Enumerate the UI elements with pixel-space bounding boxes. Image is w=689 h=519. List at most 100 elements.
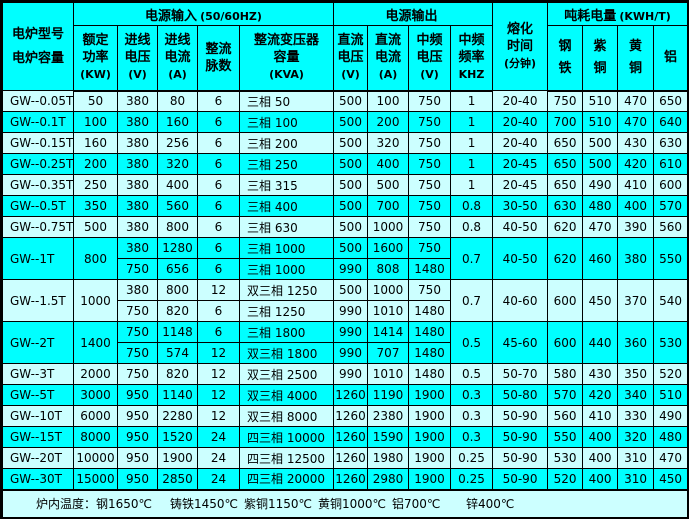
cell-consumption-steel-iron: 650 [547, 132, 584, 154]
cell-dc-current: 700 [367, 195, 409, 217]
cell-dc-current: 707 [367, 342, 409, 364]
cell-line-voltage: 950 [117, 447, 158, 469]
cell-consumption-aluminum: 480 [653, 426, 689, 448]
table-row: GW--10T 6000 950 2280 12 双三相 8000 1260 2380 1900… [2, 405, 689, 427]
cell-consumption-copper: 460 [582, 237, 619, 280]
group-subtitle: (KWH/T) [619, 9, 671, 23]
cell-rated-power: 50 [73, 90, 118, 112]
cell-rectifier-pulses: 6 [197, 195, 240, 217]
cell-rated-power: 350 [73, 195, 118, 217]
header-rated-power: 额定 功率 (KW) [73, 25, 118, 92]
header-line: 直流 [337, 33, 364, 49]
cell-dc-voltage: 500 [333, 279, 368, 301]
header-brass: 黄铜 [617, 25, 655, 92]
cell-rectifier-pulses: 6 [197, 90, 240, 112]
cell-line-current: 656 [157, 258, 198, 280]
cell-consumption-copper: 450 [582, 279, 619, 322]
cell-consumption-brass: 400 [617, 195, 655, 217]
cell-dc-voltage: 990 [333, 321, 368, 343]
cell-consumption-steel-iron: 750 [547, 90, 584, 112]
table-row: GW--0.75T 500 380 800 6 三相 630 500 1000 750 0.8 40… [2, 216, 689, 238]
cell-rectifier-pulses: 6 [197, 321, 240, 343]
cell-mf-voltage: 750 [408, 237, 451, 259]
cell-transformer-capacity: 双三相 1250 [239, 279, 334, 301]
cell-mf-frequency: 0.3 [449, 384, 494, 406]
header-line-current: 进线 电流 (A) [157, 25, 198, 92]
header-melting-time: 熔化 时间 (分钟) [492, 2, 549, 91]
cell-transformer-capacity: 双三相 2500 [239, 363, 334, 385]
cell-dc-current: 100 [367, 90, 409, 112]
cell-line-voltage: 750 [117, 321, 158, 343]
header-line: 电炉型号 [11, 26, 64, 42]
cell-consumption-steel-iron: 630 [547, 195, 584, 217]
cell-line-current: 1148 [157, 321, 198, 343]
cell-consumption-steel-iron: 570 [547, 384, 584, 406]
cell-dc-voltage: 1260 [333, 426, 368, 448]
cell-dc-voltage: 500 [333, 174, 368, 196]
header-line: (V) [128, 68, 147, 82]
header-line: 电压 [337, 50, 364, 66]
cell-line-current: 80 [157, 90, 198, 112]
cell-mf-voltage: 750 [408, 279, 451, 301]
cell-consumption-brass: 330 [617, 405, 655, 427]
table-row: GW--0.05T 50 380 80 6 三相 50 500 100 750 1 20-40 750… [2, 90, 689, 112]
header-line: 电流 [164, 50, 191, 66]
footer-row: 炉内温度： 钢1650℃ 铸铁1450℃ 紫铜1150℃ 黄铜1000℃ 铝700℃ 锌4… [1, 488, 689, 518]
table-body: GW--0.05T 50 380 80 6 三相 50 500 100 750 1 20-40 750… [2, 90, 689, 490]
cell-mf-frequency: 0.8 [449, 216, 494, 238]
header-line: 电压 [124, 50, 151, 66]
cell-consumption-steel-iron: 650 [547, 153, 584, 175]
cell-rated-power: 10000 [73, 447, 118, 469]
cell-line-current: 800 [157, 216, 198, 238]
table-row: 750 820 6 三相 1250 990 1010 1480 [3, 300, 688, 322]
header-line: 熔化 [507, 22, 534, 37]
cell-transformer-capacity: 三相 50 [239, 90, 334, 112]
cell-rated-power: 6000 [73, 405, 118, 427]
cell-line-voltage: 380 [117, 216, 158, 238]
header-line: 整流 [205, 41, 232, 57]
cell-consumption-copper: 430 [582, 363, 619, 385]
cell-model: GW--2T [2, 321, 74, 364]
header-line: 容量 [273, 50, 300, 66]
header-steel-iron: 钢铁 [547, 25, 584, 92]
cell-dc-current: 1010 [367, 300, 409, 322]
cell-mf-voltage: 1900 [408, 468, 451, 490]
header-columns-row: 额定 功率 (KW) 进线 电压 (V) 进线 电流 (A) 整流 脉数 整流变压器 容量 (KVA) 直流… [3, 25, 689, 92]
header-rectifier-pulses: 整流 脉数 [197, 25, 240, 92]
cell-line-current: 256 [157, 132, 198, 154]
cell-consumption-aluminum: 530 [653, 321, 689, 364]
group-title: 电源输出 [385, 8, 438, 24]
cell-melting-time: 50-90 [492, 426, 549, 448]
cell-dc-voltage: 500 [333, 216, 368, 238]
cell-consumption-aluminum: 630 [653, 132, 689, 154]
cell-model: GW--5T [2, 384, 74, 406]
header-line: 黄 [629, 38, 643, 54]
cell-dc-current: 320 [367, 132, 409, 154]
cell-melting-time: 40-50 [492, 237, 549, 280]
cell-mf-frequency: 0.3 [449, 426, 494, 448]
cell-model: GW--0.15T [2, 132, 74, 154]
cell-line-voltage: 750 [117, 363, 158, 385]
cell-mf-frequency: 0.5 [449, 363, 494, 385]
cell-dc-voltage: 500 [333, 132, 368, 154]
cell-consumption-steel-iron: 620 [547, 237, 584, 280]
cell-dc-voltage: 500 [333, 153, 368, 175]
header-line: (A) [378, 68, 398, 82]
header-group-power-input: 电源输入 (50/60HZ) [73, 2, 334, 26]
cell-melting-time: 50-90 [492, 405, 549, 427]
cell-mf-frequency: 0.3 [449, 405, 494, 427]
cell-consumption-copper: 400 [582, 447, 619, 469]
cell-line-current: 1140 [157, 384, 198, 406]
cell-rectifier-pulses: 6 [197, 111, 240, 133]
cell-transformer-capacity: 四三相 20000 [239, 468, 334, 490]
cell-transformer-capacity: 三相 400 [239, 195, 334, 217]
cell-line-current: 574 [157, 342, 198, 364]
header-line: (A) [168, 68, 187, 82]
cell-consumption-steel-iron: 520 [547, 468, 584, 490]
cell-line-voltage: 380 [117, 279, 158, 301]
cell-consumption-brass: 410 [617, 174, 655, 196]
cell-rectifier-pulses: 12 [197, 279, 240, 301]
header-group-consumption: 吨耗电量 (KWH/T) [547, 2, 689, 26]
cell-model: GW--3T [2, 363, 74, 385]
cell-melting-time: 50-90 [492, 447, 549, 469]
